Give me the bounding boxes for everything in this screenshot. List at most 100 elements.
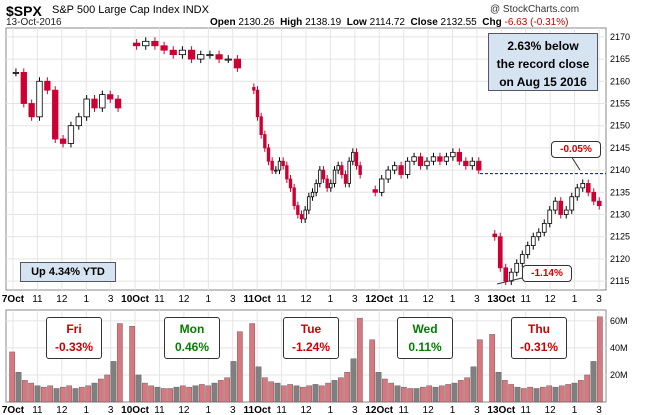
volume-x-tick-label: 1 bbox=[206, 405, 212, 415]
volume-x-tick-label: 11 bbox=[276, 405, 287, 415]
volume-bar bbox=[34, 385, 41, 403]
volume-bar bbox=[344, 372, 351, 403]
volume-bar bbox=[533, 388, 540, 403]
candle-body bbox=[274, 169, 278, 172]
candle-body bbox=[463, 160, 469, 167]
index-name: S&P 500 Large Cap Index INDX bbox=[52, 4, 209, 16]
volume-bar bbox=[419, 386, 426, 403]
chg-value: -6.63 (-0.31%) bbox=[504, 17, 569, 28]
volume-y-tick-label: 20M bbox=[610, 370, 628, 380]
candle-body bbox=[44, 80, 51, 91]
candle-body bbox=[233, 58, 242, 69]
candle-body bbox=[417, 156, 424, 167]
volume-x-tick-label: 1 bbox=[328, 405, 334, 415]
volume-bar bbox=[501, 380, 508, 403]
volume-x-tick-label: 11 bbox=[154, 405, 165, 415]
candle-body bbox=[391, 165, 398, 171]
volume-bar bbox=[179, 385, 186, 403]
price-x-tick-label: 11 bbox=[398, 294, 409, 305]
price-x-tick-label: 11 bbox=[521, 294, 532, 305]
volume-bar bbox=[59, 386, 66, 403]
volume-bar bbox=[527, 386, 534, 403]
volume-bar bbox=[331, 380, 338, 403]
candle-body bbox=[259, 116, 263, 135]
day-box-tue: Tue -1.24% bbox=[283, 317, 339, 359]
volume-x-tick-label: 3 bbox=[474, 405, 480, 415]
volume-bar bbox=[280, 385, 287, 403]
callout-bottom: -1.14% bbox=[522, 265, 572, 282]
price-x-tick-label: 1 bbox=[206, 294, 212, 305]
volume-bar bbox=[261, 377, 268, 403]
volume-bar bbox=[413, 388, 420, 403]
volume-bar bbox=[476, 339, 483, 403]
price-x-tick-label: 12 bbox=[178, 294, 190, 305]
candle-body bbox=[514, 262, 520, 273]
candle-body bbox=[197, 54, 205, 60]
volume-bar bbox=[66, 385, 73, 403]
callout-bottom-pointer bbox=[496, 277, 523, 285]
candle-body bbox=[160, 45, 168, 51]
ohlc-readout: Open 2130.26 High 2138.19 Low 2114.72 Cl… bbox=[210, 17, 568, 28]
price-x-tick-label: 3 bbox=[108, 294, 114, 305]
price-y-tick-label: 2130 bbox=[610, 210, 630, 220]
candle-body bbox=[492, 233, 498, 238]
day-name: Wed bbox=[412, 322, 438, 336]
candle-body bbox=[83, 98, 90, 118]
day-box-wed: Wed 0.11% bbox=[397, 317, 453, 359]
volume-bar bbox=[508, 384, 515, 403]
volume-bar bbox=[306, 385, 313, 403]
candle-body bbox=[288, 178, 293, 189]
volume-bar bbox=[558, 385, 565, 403]
volume-bar bbox=[287, 384, 294, 403]
price-x-tick-label: 12 bbox=[423, 294, 435, 305]
day-name: Mon bbox=[179, 322, 205, 336]
candle-body bbox=[206, 54, 214, 57]
candle-body bbox=[547, 209, 553, 224]
candle-body bbox=[215, 54, 223, 60]
ticker-symbol: $SPX bbox=[6, 3, 42, 19]
candle-body bbox=[580, 183, 586, 189]
price-y-tick-label: 2150 bbox=[610, 121, 630, 131]
volume-x-tick-label: 7Oct bbox=[2, 405, 25, 415]
price-x-tick-label: 12 bbox=[545, 294, 557, 305]
candle-body bbox=[347, 160, 351, 184]
candle-body bbox=[411, 156, 417, 162]
candle-body bbox=[563, 209, 569, 215]
candle-body bbox=[142, 40, 150, 47]
volume-x-tick-label: 13Oct bbox=[487, 405, 515, 415]
candle-body bbox=[59, 138, 67, 144]
candle-body bbox=[591, 191, 597, 202]
candle-body bbox=[20, 72, 27, 104]
volume-bar bbox=[236, 331, 243, 403]
volume-bar bbox=[21, 380, 28, 403]
candle-body bbox=[169, 49, 177, 56]
candle-body bbox=[285, 165, 289, 180]
volume-bar bbox=[141, 382, 148, 403]
volume-bar bbox=[457, 380, 464, 403]
candle-body bbox=[321, 169, 326, 180]
candle-body bbox=[332, 169, 337, 184]
volume-bar bbox=[40, 386, 47, 403]
volume-x-tick-label: 11 bbox=[398, 405, 409, 415]
volume-bar bbox=[432, 386, 439, 403]
stockcharts-watermark: @ StockCharts.com bbox=[490, 4, 580, 15]
candle-body bbox=[351, 151, 355, 162]
volume-x-tick-label: 12 bbox=[56, 405, 68, 415]
price-x-tick-label: 11 bbox=[32, 294, 43, 305]
day-name: Thu bbox=[528, 322, 550, 336]
open-value: 2130.26 bbox=[238, 17, 275, 28]
volume-bar bbox=[160, 388, 167, 403]
volume-bar bbox=[47, 385, 54, 403]
candle-body bbox=[252, 87, 256, 91]
candle-body bbox=[299, 214, 304, 220]
candle-body bbox=[552, 200, 558, 211]
candle-body bbox=[75, 116, 82, 127]
candle-body bbox=[263, 134, 267, 149]
candle-body bbox=[398, 165, 404, 175]
volume-bar bbox=[268, 381, 275, 403]
price-y-tick-label: 2165 bbox=[610, 54, 630, 64]
candle-body bbox=[281, 160, 285, 167]
candle-body bbox=[379, 178, 385, 193]
volume-bar bbox=[552, 386, 559, 403]
volume-x-tick-label: 3 bbox=[108, 405, 114, 415]
